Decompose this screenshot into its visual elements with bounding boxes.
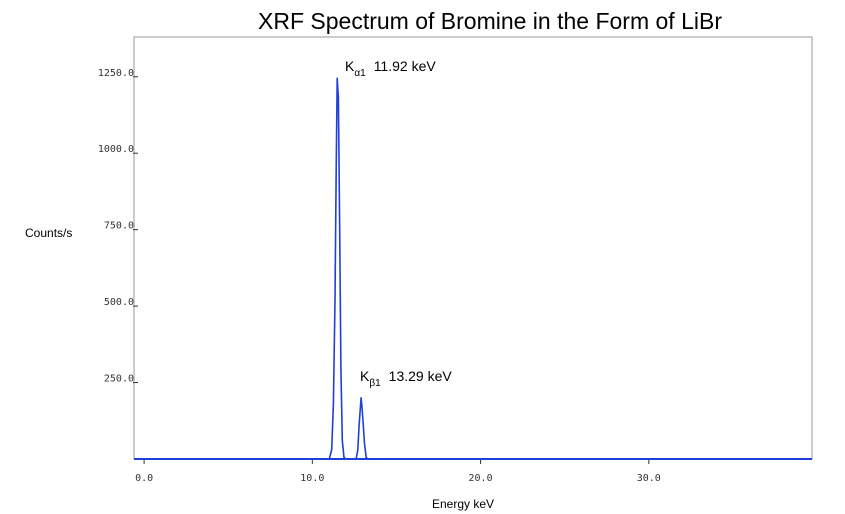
annotation-k-beta1: Kβ1 13.29 keV: [360, 368, 452, 389]
y-tick-label: 1000.0: [98, 144, 134, 155]
x-tick-label: 10.0: [300, 473, 324, 484]
y-tick-label: 1250.0: [98, 68, 134, 79]
x-tick-label: 0.0: [135, 473, 153, 484]
annotation-k-alpha1-main: K: [345, 58, 355, 74]
annotation-k-beta1-value: 13.29 keV: [389, 368, 453, 384]
y-axis-label: Counts/s: [25, 226, 72, 240]
annotation-k-alpha1-sub: α1: [354, 68, 366, 79]
annotation-k-alpha1: Kα1 11.92 keV: [345, 58, 436, 79]
y-tick-label: 500.0: [104, 297, 134, 308]
chart-title: XRF Spectrum of Bromine in the Form of L…: [258, 8, 722, 34]
annotation-k-beta1-sub: β1: [369, 378, 381, 389]
y-tick-label: 750.0: [104, 221, 134, 232]
y-tick-label: 250.0: [104, 374, 134, 385]
spectrum-series-line-0: [134, 77, 812, 460]
x-axis-ticks: 0.0 10.0 20.0 30.0: [135, 459, 661, 484]
series-layer: [134, 77, 812, 460]
plot-area-frame: [133, 36, 813, 460]
x-axis-label: Energy keV: [432, 497, 494, 511]
y-axis-ticks: 250.0 500.0 750.0 1000.0 1250.0: [98, 68, 138, 385]
annotation-k-alpha1-value: 11.92 keV: [374, 58, 437, 74]
x-tick-label: 20.0: [469, 473, 493, 484]
x-tick-label: 30.0: [637, 473, 661, 484]
annotation-k-beta1-main: K: [360, 368, 370, 384]
